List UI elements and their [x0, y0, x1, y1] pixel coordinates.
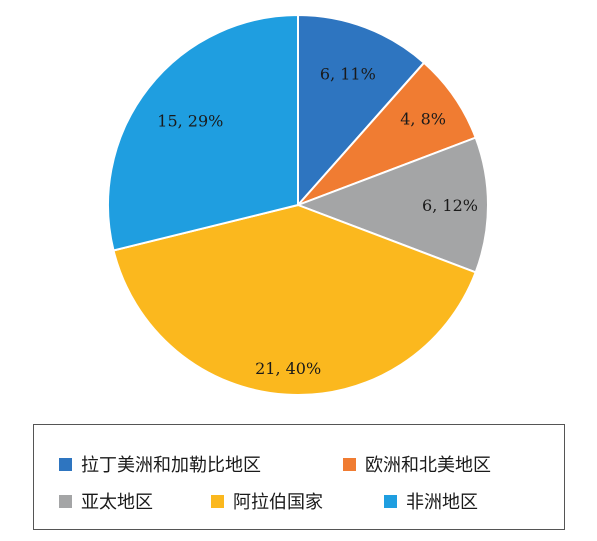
- legend-label: 阿拉伯国家: [233, 492, 323, 513]
- legend-swatch: [59, 494, 72, 508]
- legend-item-europe-north-america: 欧洲和北美地区: [343, 451, 491, 477]
- legend-item-africa: 非洲地区: [384, 488, 478, 514]
- legend-swatch: [384, 494, 397, 508]
- legend-swatch: [343, 457, 356, 471]
- pie-slice: [112, 203, 477, 396]
- slice-data-label: 6, 11%: [320, 65, 376, 84]
- pie-slice: [107, 13, 299, 252]
- slice-data-label: 4, 8%: [400, 110, 446, 129]
- legend-item-asia-pacific: 亚太地区: [59, 488, 153, 514]
- legend-item-latin-america: 拉丁美洲和加勒比地区: [59, 451, 261, 477]
- legend-label: 欧洲和北美地区: [365, 455, 491, 476]
- legend-label: 亚太地区: [81, 492, 153, 513]
- pie-slice: [297, 13, 426, 208]
- slice-data-label: 15, 29%: [157, 112, 223, 131]
- pie-chart: 6, 11% 4, 8% 6, 12% 21, 40% 15, 29%: [107, 13, 489, 396]
- legend: 拉丁美洲和加勒比地区 欧洲和北美地区 亚太地区 阿拉伯国家 非洲地区: [33, 424, 565, 530]
- slice-data-label: 6, 12%: [422, 196, 478, 215]
- legend-label: 拉丁美洲和加勒比地区: [81, 455, 261, 476]
- slice-data-label: 21, 40%: [255, 359, 321, 378]
- legend-swatch: [59, 457, 72, 471]
- legend-swatch: [211, 494, 224, 508]
- legend-label: 非洲地区: [406, 492, 478, 513]
- pie-slice: [295, 136, 489, 274]
- legend-item-arab-states: 阿拉伯国家: [211, 488, 323, 514]
